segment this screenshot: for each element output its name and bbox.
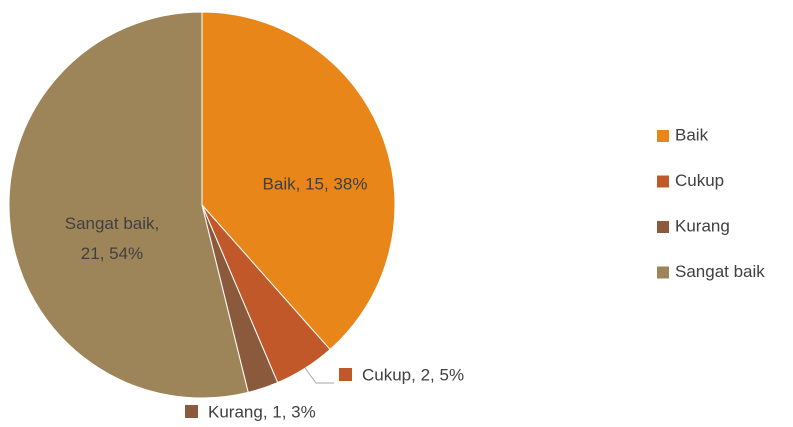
label-key: [339, 368, 352, 381]
data-label: Sangat baik, 21, 54%: [65, 214, 160, 263]
legend-swatch: [657, 175, 669, 188]
data-label: Kurang, 1, 3%: [208, 402, 316, 421]
pie-slice: [8, 11, 249, 399]
leader-line: [304, 367, 334, 384]
legend-label: Baik: [675, 125, 709, 144]
legend-swatch: [657, 221, 669, 233]
legend-swatch: [657, 130, 669, 142]
pie-slice: [201, 11, 396, 351]
legend-label: Sangat baik: [675, 262, 765, 281]
legend-label: Kurang: [675, 216, 730, 235]
legend-swatch: [657, 266, 669, 279]
label-key: [185, 405, 198, 418]
data-label: Cukup, 2, 5%: [362, 365, 464, 384]
data-label: Baik, 15, 38%: [263, 174, 368, 193]
legend-label: Cukup: [675, 171, 724, 190]
